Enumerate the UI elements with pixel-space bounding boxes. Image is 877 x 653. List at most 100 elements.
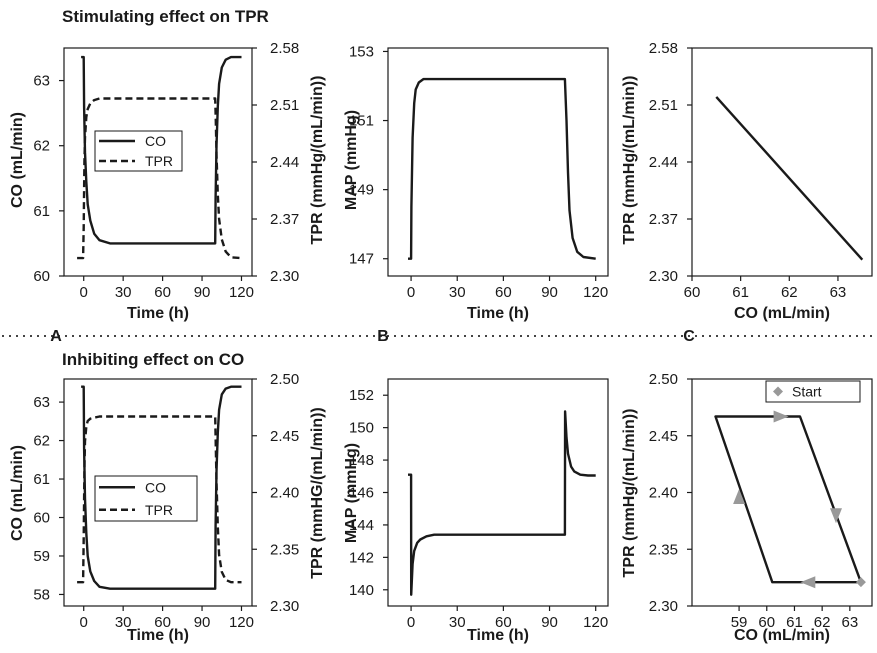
y-right-tick-label: 2.30 — [270, 268, 299, 285]
x-axis-label: Time (h) — [127, 305, 189, 322]
panel-letter-c: C — [683, 328, 695, 345]
y-tick-label: 59 — [33, 548, 50, 565]
y-tick-label: 60 — [33, 510, 50, 527]
y-right-tick-label: 2.45 — [270, 428, 299, 445]
x-tick-label: 90 — [541, 614, 558, 631]
legend-label: CO — [145, 133, 166, 149]
legend: CO TPR — [94, 130, 183, 172]
x-tick-label: 60 — [495, 614, 512, 631]
y-tick-label: 146 — [349, 485, 374, 502]
direction-arrow — [733, 489, 746, 504]
y-axis-label: MAP (mmHg) — [343, 110, 360, 210]
legend-box — [94, 130, 183, 172]
x-tick-label: 90 — [194, 284, 211, 301]
x-tick-label: 60 — [495, 284, 512, 301]
legend-box — [94, 475, 198, 522]
legend-label: Start — [792, 384, 822, 400]
panel-letter-b: B — [377, 328, 389, 345]
y-tick-label: 2.45 — [649, 428, 678, 445]
y-tick-label: 60 — [33, 268, 50, 285]
x-tick-label: 30 — [449, 614, 466, 631]
series-line — [715, 96, 864, 261]
y-axis-label: CO (mL/min) — [9, 112, 26, 208]
x-tick-label: 120 — [583, 284, 608, 301]
y-right-tick-label: 2.37 — [270, 211, 299, 228]
x-tick-label: 62 — [781, 284, 798, 301]
x-tick-label: 60 — [758, 614, 775, 631]
chart-top-C: 60 61 62 63 2.30 2.37 2.44 2.51 2.58 CO (mL/min) T… — [621, 40, 873, 322]
chart-bottom-A: 0 30 60 90 120 58 59 60 61 62 63 2.30 2.35 2.40 2.45 2.… — [9, 371, 326, 644]
plot-frame — [691, 378, 873, 607]
x-tick-label: 63 — [842, 614, 859, 631]
y-right-tick-label: 2.30 — [270, 598, 299, 615]
y-axis-label: TPR (mmHg/(mL/min)) — [621, 409, 638, 578]
y-tick-label: 152 — [349, 387, 374, 404]
y-tick-label: 2.30 — [649, 598, 678, 615]
direction-arrow — [773, 410, 789, 423]
x-tick-label: 120 — [583, 614, 608, 631]
x-tick-label: 62 — [814, 614, 831, 631]
y-tick-label: 151 — [349, 113, 374, 130]
x-tick-label: 60 — [154, 614, 171, 631]
y-axis-label: TPR (mmHg/(mL/min)) — [621, 76, 638, 245]
direction-arrow — [800, 576, 816, 589]
x-tick-label: 61 — [786, 614, 803, 631]
y-right-tick-label: 2.51 — [270, 97, 299, 114]
y-tick-label: 2.44 — [649, 154, 678, 171]
x-axis-label: Time (h) — [467, 305, 529, 322]
y-tick-label: 142 — [349, 549, 374, 566]
x-tick-label: 30 — [115, 614, 132, 631]
y-right-axis-label: TPR (mmHg/(mL/min)) — [309, 76, 326, 245]
y-tick-label: 148 — [349, 452, 374, 469]
y-tick-label: 61 — [33, 471, 50, 488]
x-tick-label: 61 — [732, 284, 749, 301]
legend: CO TPR — [94, 475, 198, 522]
x-tick-label: 0 — [80, 614, 88, 631]
y-tick-label: 58 — [33, 586, 50, 603]
y-right-tick-label: 2.44 — [270, 154, 299, 171]
series-line-co — [81, 55, 242, 245]
direction-arrow — [830, 508, 842, 524]
x-axis-label: CO (mL/min) — [734, 627, 830, 644]
start-marker — [855, 577, 866, 588]
x-tick-label: 30 — [115, 284, 132, 301]
x-axis-label: Time (h) — [467, 627, 529, 644]
chart-top-B: 0 30 60 90 120 147 149 151 153 Time (h) MAP (mmHg) — [343, 43, 609, 322]
y-right-tick-label: 2.50 — [270, 371, 299, 388]
legend: Start — [765, 380, 861, 403]
y-axis-label: CO (mL/min) — [9, 445, 26, 541]
legend-start-marker — [773, 386, 783, 397]
legend-box — [765, 380, 861, 403]
legend-label: TPR — [145, 502, 173, 518]
series-line — [408, 410, 596, 596]
y-tick-label: 140 — [349, 582, 374, 599]
series-line-co — [81, 385, 242, 590]
y-tick-label: 2.35 — [649, 541, 678, 558]
x-tick-label: 0 — [407, 284, 415, 301]
y-axis-label: MAP (mmHg) — [343, 443, 360, 543]
y-right-tick-label: 2.35 — [270, 541, 299, 558]
x-tick-label: 0 — [407, 614, 415, 631]
x-tick-label: 0 — [80, 284, 88, 301]
y-tick-label: 61 — [33, 203, 50, 220]
x-tick-label: 60 — [684, 284, 701, 301]
section-title-bottom: Inhibiting effect on CO — [62, 350, 244, 369]
y-tick-label: 2.58 — [649, 40, 678, 57]
x-tick-label: 90 — [194, 614, 211, 631]
y-tick-label: 153 — [349, 43, 374, 60]
y-tick-label: 62 — [33, 138, 50, 155]
chart-bottom-B: 0 30 60 90 120 140 142 144 146 148 150 152 Time (h) M… — [343, 378, 609, 644]
x-tick-label: 30 — [449, 284, 466, 301]
y-right-tick-label: 2.58 — [270, 40, 299, 57]
y-tick-label: 2.30 — [649, 268, 678, 285]
x-tick-label: 120 — [229, 614, 254, 631]
chart-panels: 0 30 60 90 120 60 61 62 63 2.30 2.37 2.44 2.51 2.58 TP… — [9, 40, 873, 644]
y-tick-label: 149 — [349, 182, 374, 199]
plot-frame — [387, 378, 609, 607]
panel-letter-a: A — [50, 328, 62, 345]
x-tick-label: 63 — [830, 284, 847, 301]
chart-bottom-C: 59 60 61 62 63 2.30 2.35 2.40 2.45 2.50 CO (mL/min… — [621, 371, 873, 644]
y-tick-label: 2.50 — [649, 371, 678, 388]
x-tick-label: 120 — [229, 284, 254, 301]
